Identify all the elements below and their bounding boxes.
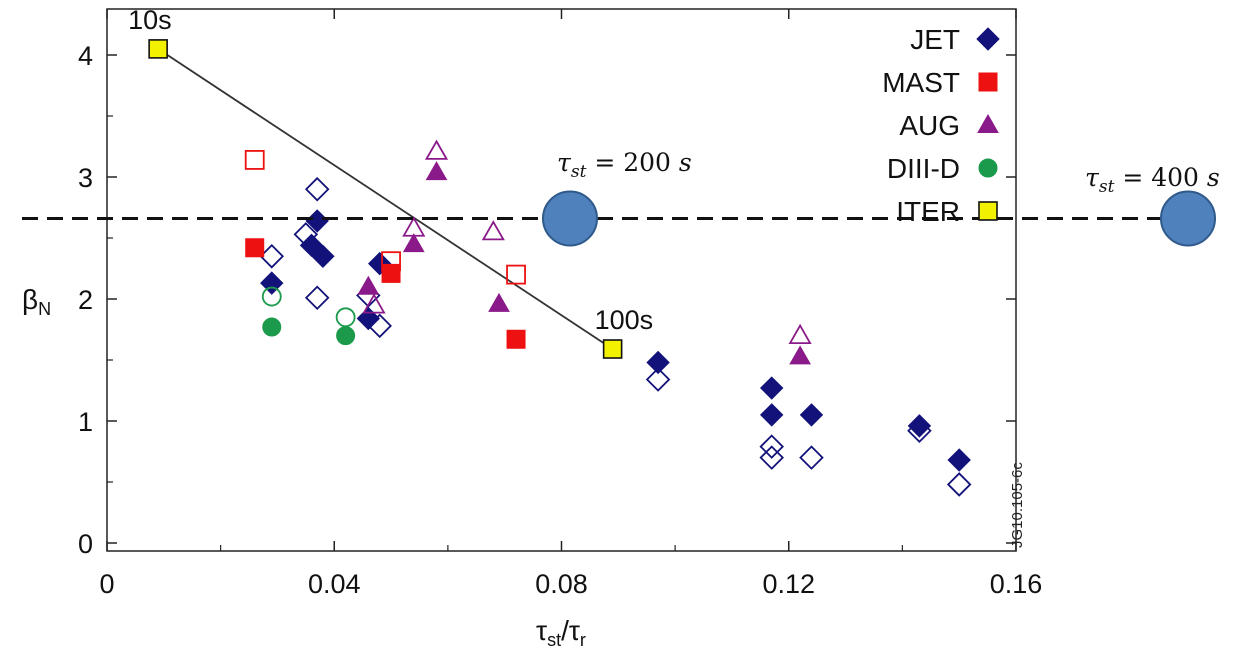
data-point-iter xyxy=(148,39,168,59)
y-axis-label: βN xyxy=(22,284,51,319)
data-point-jet xyxy=(759,403,784,427)
data-point-jet xyxy=(645,367,671,392)
data-point-jet xyxy=(304,285,330,311)
data-point-aug xyxy=(424,139,449,160)
data-point-aug xyxy=(402,216,426,237)
legend: JET MAST AUG DIII-D ITER xyxy=(882,24,1000,227)
point-label: 10s xyxy=(128,5,172,35)
tick-labels: 0 0.04 0.08 0.12 0.16 0 1 2 3 4 xyxy=(78,41,1042,599)
data-point-jet xyxy=(759,445,784,470)
y-tick-label: 0 xyxy=(78,529,93,559)
data-point-iter xyxy=(978,201,998,221)
data-point-mast xyxy=(978,72,998,92)
data-point-jet xyxy=(367,313,392,339)
data-point-diii-d xyxy=(261,286,282,307)
data-markers xyxy=(148,39,972,497)
annotation-tau-400: τst = 400 s xyxy=(1085,163,1220,197)
data-point-aug xyxy=(481,220,505,241)
legend-label: ITER xyxy=(896,196,960,227)
data-point-jet xyxy=(759,376,784,400)
legend-label: DIII-D xyxy=(887,153,960,184)
data-point-diii-d xyxy=(262,317,282,337)
data-point-aug xyxy=(488,292,510,312)
data-point-jet xyxy=(304,176,330,202)
figure-code: JG10.105-6c xyxy=(1009,462,1026,548)
x-tick-label: 0.12 xyxy=(762,569,815,599)
data-point-iter xyxy=(602,339,623,359)
data-point-aug xyxy=(362,293,386,314)
data-point-aug xyxy=(789,345,811,365)
y-tick-label: 1 xyxy=(78,407,93,437)
x-tick-label: 0.16 xyxy=(990,569,1043,599)
plot-frame xyxy=(106,8,1017,552)
data-point-aug xyxy=(357,275,380,295)
data-point-mast xyxy=(381,263,401,283)
legend-label: JET xyxy=(910,24,960,55)
y-tick-label: 4 xyxy=(78,41,93,71)
point-labels: 10s 100s xyxy=(128,5,653,335)
data-point-aug xyxy=(788,323,812,345)
data-point-mast xyxy=(506,329,526,349)
data-point-aug xyxy=(977,113,999,133)
data-point-jet xyxy=(799,403,824,427)
data-point-diii-d xyxy=(335,307,356,328)
data-point-jet xyxy=(311,244,335,269)
data-point-jet xyxy=(305,209,329,233)
data-point-jet xyxy=(646,350,670,375)
data-point-jet xyxy=(293,222,319,247)
circle-marker-200s xyxy=(542,190,598,247)
point-label: 100s xyxy=(595,305,654,335)
data-point-mast xyxy=(381,251,401,272)
y-tick-label: 2 xyxy=(78,285,93,315)
data-point-aug xyxy=(425,161,448,181)
data-point-jet xyxy=(907,418,932,444)
annotation-tau-200: τst = 200 s xyxy=(557,148,692,182)
data-point-diii-d xyxy=(978,158,998,178)
x-tick-label: 0 xyxy=(99,569,114,599)
x-tick-label: 0.08 xyxy=(535,569,588,599)
y-tick-label: 3 xyxy=(78,163,93,193)
iter-trend-line xyxy=(157,48,614,350)
data-point-diii-d xyxy=(336,326,356,346)
data-point-jet xyxy=(259,244,285,269)
data-point-mast xyxy=(244,150,265,170)
axis-ticks xyxy=(106,9,1017,551)
legend-label: MAST xyxy=(882,67,960,98)
data-point-jet xyxy=(907,414,932,438)
legend-label: AUG xyxy=(899,110,960,141)
data-point-jet xyxy=(946,472,972,497)
data-point-jet xyxy=(759,434,784,459)
x-tick-label: 0.04 xyxy=(308,569,361,599)
data-point-mast xyxy=(245,238,265,258)
data-point-jet xyxy=(799,445,824,470)
x-axis-label: τst/τr xyxy=(536,615,586,650)
data-point-jet xyxy=(976,27,1000,51)
data-point-jet xyxy=(947,448,971,472)
data-point-aug xyxy=(402,233,425,253)
data-point-mast xyxy=(506,264,526,285)
circle-marker-400s xyxy=(1160,190,1216,247)
